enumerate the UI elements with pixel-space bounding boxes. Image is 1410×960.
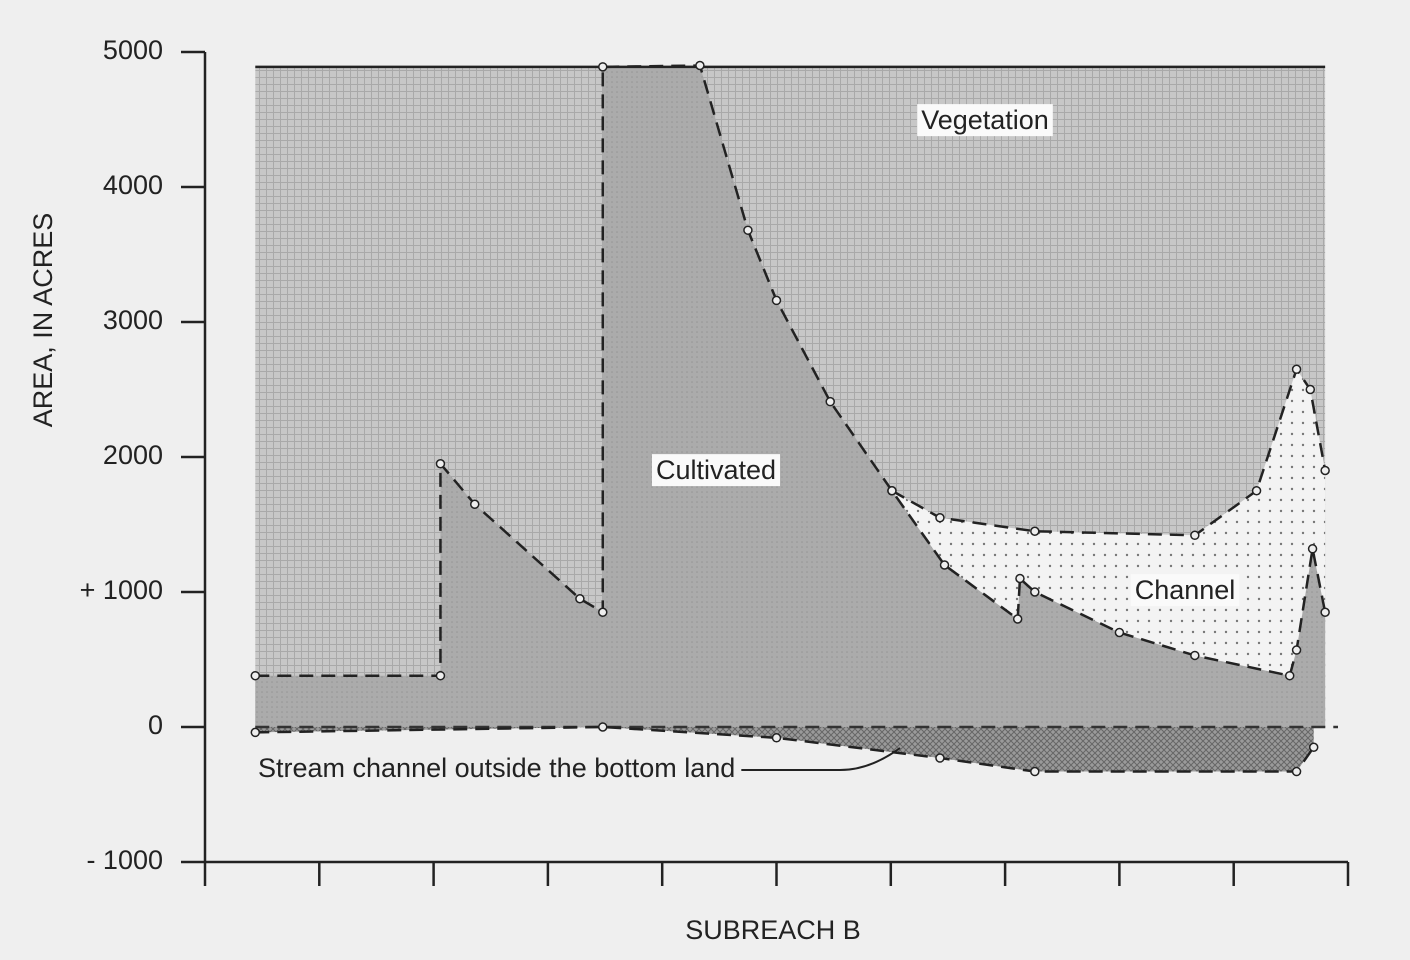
data-point bbox=[1030, 587, 1040, 597]
y-tick-label: 5000 bbox=[103, 35, 163, 65]
data-point bbox=[695, 60, 705, 71]
boundary-line bbox=[255, 64, 1327, 678]
y-axis-label: AREA, IN ACRES bbox=[28, 213, 58, 428]
data-point bbox=[598, 722, 608, 732]
data-point bbox=[935, 513, 945, 523]
y-tick-label: 2000 bbox=[103, 440, 163, 470]
data-point bbox=[771, 733, 782, 743]
data-point bbox=[598, 62, 608, 72]
data-point bbox=[1030, 526, 1040, 536]
data-point bbox=[575, 594, 585, 604]
data-point bbox=[1190, 530, 1200, 541]
data-point bbox=[1030, 766, 1040, 777]
data-point bbox=[1284, 670, 1295, 681]
data-point bbox=[1291, 645, 1302, 655]
y-tick-label: - 1000 bbox=[86, 845, 163, 875]
x-axis-label: SUBREACH B bbox=[685, 915, 861, 945]
data-point bbox=[435, 670, 446, 681]
data-point bbox=[743, 225, 753, 235]
data-point bbox=[825, 396, 835, 407]
data-point bbox=[469, 499, 480, 509]
series-label: Channel bbox=[1135, 575, 1236, 605]
data-point bbox=[1305, 384, 1316, 395]
y-tick-label: 4000 bbox=[103, 170, 163, 200]
data-point bbox=[1308, 742, 1319, 752]
label-background bbox=[1130, 574, 1240, 607]
data-point bbox=[1114, 627, 1125, 638]
y-tick-label: 3000 bbox=[103, 305, 163, 335]
series-label: Vegetation bbox=[921, 105, 1049, 135]
y-tick-label: + 1000 bbox=[80, 575, 163, 605]
data-point bbox=[250, 727, 261, 738]
data-point bbox=[1320, 465, 1330, 476]
area bbox=[255, 727, 1314, 772]
data-point bbox=[1320, 607, 1330, 617]
data-point bbox=[887, 486, 897, 496]
data-point bbox=[1291, 766, 1302, 777]
data-point bbox=[1012, 614, 1023, 624]
data-point bbox=[935, 753, 945, 763]
data-point bbox=[598, 607, 608, 617]
data-point bbox=[939, 560, 950, 570]
data-point bbox=[771, 295, 782, 306]
area bbox=[255, 65, 1326, 727]
data-point bbox=[1190, 650, 1200, 661]
series-label: Stream channel outside the bottom land bbox=[258, 753, 735, 783]
data-point bbox=[250, 670, 261, 681]
data-point bbox=[1251, 486, 1262, 496]
y-tick-label: 0 bbox=[148, 710, 163, 740]
leader-line bbox=[741, 747, 901, 771]
data-point bbox=[435, 459, 446, 469]
data-point bbox=[1015, 573, 1025, 584]
data-point bbox=[1291, 364, 1302, 374]
label-background bbox=[917, 104, 1053, 137]
series-label: Cultivated bbox=[656, 455, 776, 485]
label-background bbox=[651, 454, 781, 487]
data-point bbox=[1307, 544, 1318, 554]
